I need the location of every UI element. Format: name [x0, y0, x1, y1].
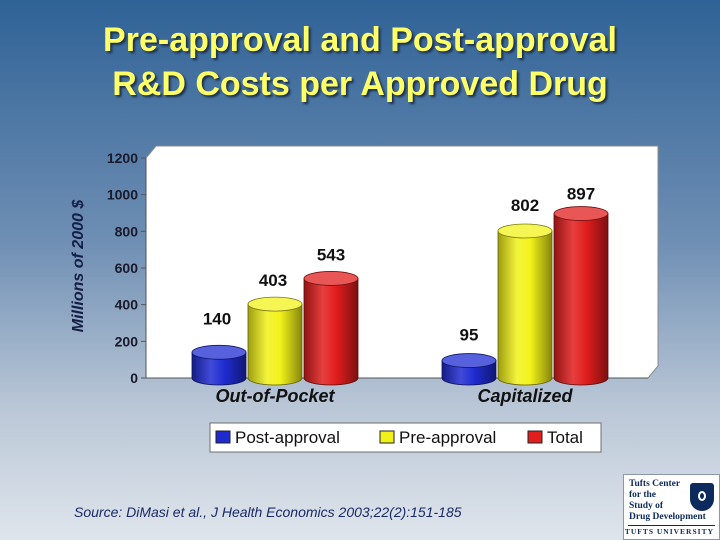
legend-label-pre-approval: Pre-approval [399, 428, 496, 447]
bar-top-total-out-of-pocket [303, 271, 359, 286]
bar-top-total-capitalized [553, 206, 609, 221]
bar-total-out-of-pocket [303, 278, 359, 386]
slide-title: Pre-approval and Post-approval R&D Costs… [0, 18, 720, 106]
y-tick-label: 0 [130, 370, 138, 386]
bar-top-post-approval-capitalized [441, 353, 497, 368]
data-label: 802 [511, 196, 539, 215]
logo-text: Tufts Center for the Study of Drug Devel… [629, 479, 706, 523]
bar-pre-approval-out-of-pocket [247, 303, 303, 386]
legend-swatch-post-approval [215, 430, 231, 444]
bar-total-capitalized [553, 213, 609, 386]
x-category-label: Out-of-Pocket [216, 386, 336, 406]
legend-swatch-pre-approval [379, 430, 395, 444]
title-line-2: R&D Costs per Approved Drug [112, 65, 608, 103]
y-axis-label: Millions of 2000 $ [70, 199, 87, 333]
x-category-label: Capitalized [477, 386, 573, 406]
legend-label-post-approval: Post-approval [235, 428, 340, 447]
bar-top-pre-approval-capitalized [497, 223, 553, 239]
bar-pre-approval-capitalized [497, 230, 553, 386]
title-line-1: Pre-approval and Post-approval [103, 21, 617, 59]
y-tick-label: 800 [115, 223, 139, 239]
y-tick-label: 600 [115, 260, 139, 276]
data-label: 543 [317, 245, 345, 264]
bar-top-pre-approval-out-of-pocket [247, 296, 303, 312]
y-tick-label: 1000 [107, 187, 138, 203]
bar-post-approval-out-of-pocket [191, 351, 247, 386]
y-tick-label: 200 [115, 333, 139, 349]
bar-top-post-approval-out-of-pocket [191, 344, 247, 360]
logo-university: TUFTS UNIVERSITY [624, 527, 714, 536]
logo-line-4: Drug Development [629, 512, 706, 522]
y-tick-label: 1200 [107, 150, 138, 166]
logo-line-2: for the [629, 490, 656, 500]
data-label: 403 [259, 271, 287, 290]
y-tick-label: 400 [115, 297, 139, 313]
logo-line-3: Study of [629, 501, 664, 511]
legend-label-total: Total [547, 428, 583, 447]
data-label: 140 [203, 309, 231, 328]
university-seal-icon [690, 483, 714, 511]
data-label: 897 [567, 185, 595, 204]
logo-divider [628, 525, 715, 526]
tufts-logo: Tufts Center for the Study of Drug Devel… [623, 474, 720, 540]
source-citation: Source: DiMasi et al., J Health Economic… [74, 504, 462, 520]
legend-swatch-total [527, 430, 543, 444]
logo-line-1: Tufts Center [629, 479, 681, 489]
data-label: 95 [460, 326, 479, 345]
